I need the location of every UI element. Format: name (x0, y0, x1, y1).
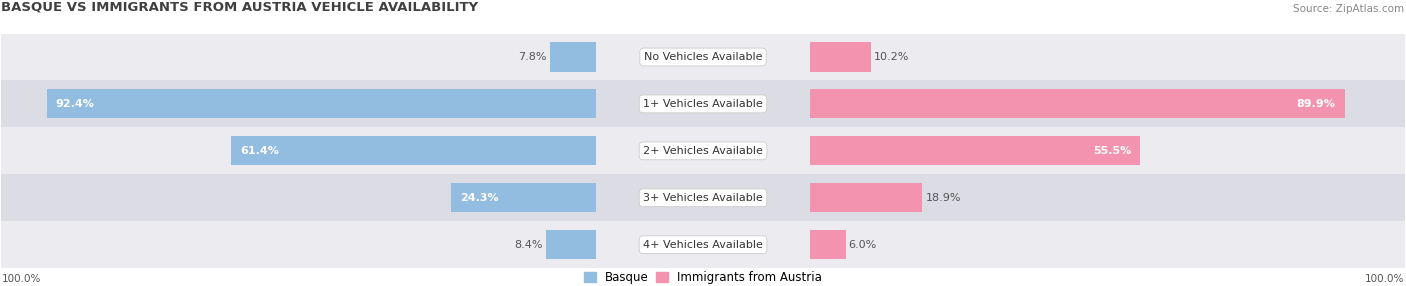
Bar (550, 42, 596, 72)
Bar (810, 42, 870, 72)
Bar (1, 127, 1405, 174)
Text: 4+ Vehicles Available: 4+ Vehicles Available (643, 240, 763, 250)
Bar (1, 221, 1405, 268)
Bar (231, 136, 596, 165)
Bar (1, 174, 1405, 221)
Text: 7.8%: 7.8% (519, 52, 547, 62)
Bar (1, 33, 1405, 80)
Bar (810, 230, 845, 259)
Text: 100.0%: 100.0% (1, 273, 41, 283)
Text: 6.0%: 6.0% (849, 240, 877, 250)
Bar (46, 89, 596, 118)
Bar (810, 136, 1140, 165)
Bar (1, 80, 1405, 127)
Text: Source: ZipAtlas.com: Source: ZipAtlas.com (1294, 4, 1405, 14)
Text: 55.5%: 55.5% (1092, 146, 1130, 156)
Text: 1+ Vehicles Available: 1+ Vehicles Available (643, 99, 763, 109)
Text: 18.9%: 18.9% (925, 193, 960, 203)
Text: BASQUE VS IMMIGRANTS FROM AUSTRIA VEHICLE AVAILABILITY: BASQUE VS IMMIGRANTS FROM AUSTRIA VEHICL… (1, 1, 478, 14)
Text: 89.9%: 89.9% (1296, 99, 1336, 109)
Text: No Vehicles Available: No Vehicles Available (644, 52, 762, 62)
Text: 61.4%: 61.4% (240, 146, 278, 156)
Legend: Basque, Immigrants from Austria: Basque, Immigrants from Austria (583, 271, 823, 284)
Bar (810, 183, 922, 212)
Text: 3+ Vehicles Available: 3+ Vehicles Available (643, 193, 763, 203)
Text: 8.4%: 8.4% (515, 240, 543, 250)
Bar (810, 89, 1344, 118)
Text: 2+ Vehicles Available: 2+ Vehicles Available (643, 146, 763, 156)
Text: 10.2%: 10.2% (873, 52, 910, 62)
Text: 92.4%: 92.4% (55, 99, 94, 109)
Bar (451, 183, 596, 212)
Text: 100.0%: 100.0% (1365, 273, 1405, 283)
Text: 24.3%: 24.3% (460, 193, 499, 203)
Bar (546, 230, 596, 259)
